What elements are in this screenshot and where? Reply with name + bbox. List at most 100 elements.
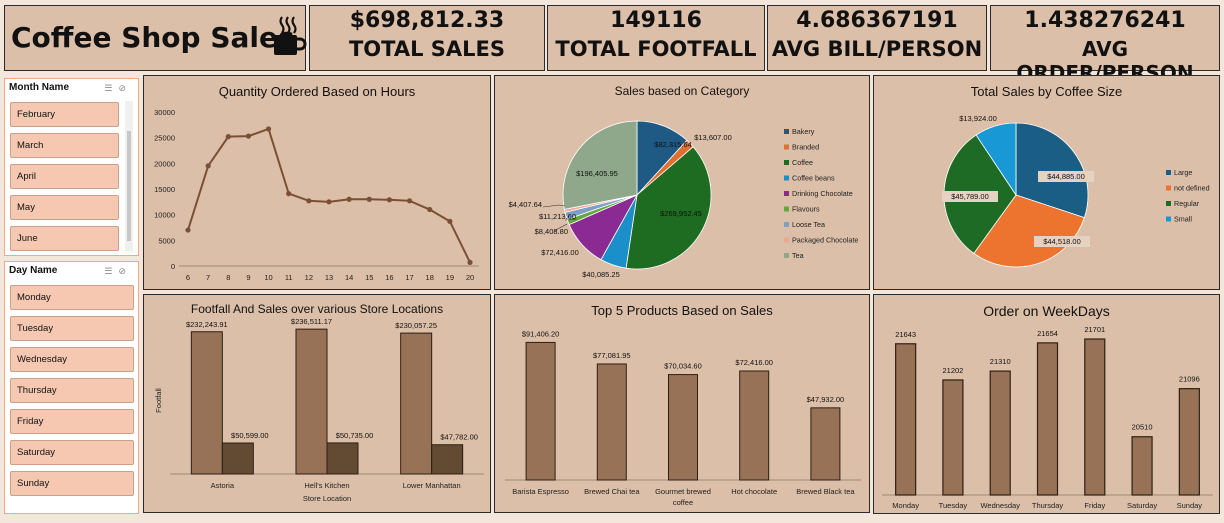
bar [326, 442, 359, 475]
legend-label: Tea [792, 251, 804, 260]
bar [190, 331, 223, 475]
leader-line [542, 204, 566, 208]
dashboard-title-box: Coffee Shop Sales [4, 5, 307, 71]
bar [942, 379, 964, 496]
x-tick-label: Monday [892, 501, 919, 510]
chart-title: Quantity Ordered Based on Hours [218, 84, 416, 99]
coffee-cup-icon [274, 16, 307, 55]
data-label: 21643 [895, 330, 916, 339]
data-label: $13,607.00 [694, 133, 732, 142]
data-point [205, 163, 211, 169]
slicer-item-monday[interactable]: Monday [10, 285, 134, 310]
x-tick-label: 7 [206, 273, 210, 282]
x-tick-label: Sunday [1177, 501, 1203, 510]
y-tick-label: 25000 [154, 134, 175, 143]
slicer-title: Month Name [9, 82, 69, 93]
x-tick-label: Hot chocolate [731, 487, 777, 496]
legend-label: Loose Tea [792, 220, 825, 229]
slicer-item-april[interactable]: April [10, 164, 119, 189]
x-tick-label: Brewed Black tea [796, 487, 855, 496]
bar [1131, 436, 1153, 496]
data-point [406, 198, 413, 204]
data-label: $45,789.00 [951, 192, 989, 201]
data-label: $82,315.64 [654, 140, 692, 149]
x-tick-label: Hell's Kitchen [304, 481, 349, 490]
legend-swatch [1166, 216, 1171, 222]
slicer-item-saturday[interactable]: Saturday [10, 440, 134, 465]
bar [989, 370, 1011, 496]
clear-filter-icon[interactable]: ⊘ [118, 83, 132, 93]
chart-title: Top 5 Products Based on Sales [591, 303, 773, 318]
multi-select-icon[interactable]: ☰ [104, 266, 119, 276]
data-label: 20510 [1132, 423, 1153, 432]
x-tick-label: Tuesday [939, 501, 968, 510]
multi-select-icon[interactable]: ☰ [104, 83, 119, 93]
scrollbar-thumb[interactable] [127, 131, 131, 241]
slicer-item-friday[interactable]: Friday [10, 409, 134, 434]
data-label: $13,924.00 [959, 114, 997, 123]
x-tick-label: 12 [305, 273, 313, 282]
data-point [447, 218, 453, 224]
data-label: 21310 [990, 357, 1011, 366]
data-label: $232,243.91 [186, 320, 228, 329]
slicer-item-sunday[interactable]: Sunday [10, 471, 134, 496]
data-label: $72,416.00 [735, 358, 773, 367]
slicer-item-tuesday[interactable]: Tuesday [10, 316, 134, 341]
bar [596, 363, 627, 481]
month-slicer: Month Name ☰⊘ February March April May J… [4, 78, 139, 256]
data-label: $91,406.20 [522, 329, 560, 338]
slicer-item-may[interactable]: May [10, 195, 119, 220]
y-tick-label: 5000 [158, 236, 175, 245]
data-label: $50,599.00 [231, 431, 269, 440]
products-chart-panel: Top 5 Products Based on Sales $91,406.20… [494, 294, 870, 513]
data-point [265, 126, 272, 132]
x-tick-label: 15 [365, 273, 373, 282]
data-label: $11,213.60 [539, 212, 576, 221]
legend-swatch [784, 253, 789, 258]
data-label: 21654 [1037, 329, 1058, 338]
slicer-scrollbar[interactable] [125, 101, 133, 251]
chart-title: Sales based on Category [614, 84, 750, 98]
y-tick-label: 10000 [154, 211, 175, 220]
y-tick-label: 20000 [154, 159, 175, 168]
legend-label: Packaged Chocolate [792, 236, 858, 245]
pie-slice [1015, 122, 1089, 219]
category-pie-chart: $82,315.64$13,607.00 $269,952.45 $40,085.2… [509, 120, 858, 279]
bar [668, 374, 698, 481]
legend-label: Coffee beans [792, 174, 835, 183]
kpi-value: 4.686367191 [796, 8, 958, 33]
data-point [225, 134, 231, 140]
data-label: $50,735.00 [336, 431, 374, 440]
data-label: 21202 [942, 366, 963, 375]
clear-filter-icon[interactable]: ⊘ [118, 266, 132, 276]
data-point [245, 133, 252, 139]
slicer-item-thursday[interactable]: Thursday [10, 378, 134, 403]
bar [739, 370, 770, 481]
legend-label: Coffee [792, 158, 813, 167]
data-point [185, 227, 191, 233]
bar [400, 332, 433, 475]
legend-swatch [1166, 170, 1171, 175]
legend-swatch [784, 222, 789, 227]
data-label: $44,885.00 [1047, 172, 1085, 181]
y-tick-label: 30000 [154, 108, 175, 117]
size-chart-panel: Total Sales by Coffee Size $44,885.00 $44… [873, 75, 1220, 290]
slicer-item-wednesday[interactable]: Wednesday [10, 347, 134, 372]
x-tick-label: Thursday [1032, 501, 1064, 510]
slicer-item-february[interactable]: February [10, 102, 119, 127]
weekdays-bar-chart: 21643 Monday 21202 Tuesday 21310 Wednesday 216… [882, 325, 1213, 510]
hours-line-chart: 0 5000 10000 15000 20000 25000 30000 6 7 8 9 10 11 12… [154, 108, 479, 282]
slicer-item-march[interactable]: March [10, 133, 119, 158]
data-point [386, 197, 393, 203]
data-label: $44,518.00 [1043, 237, 1081, 246]
hours-chart-panel: Quantity Ordered Based on Hours 0 5000 100… [143, 75, 491, 290]
data-label-bg [942, 191, 998, 202]
x-tick-label: 18 [426, 273, 434, 282]
slicer-item-june[interactable]: June [10, 226, 119, 251]
kpi-value: $698,812.33 [349, 8, 505, 33]
leader-line [564, 218, 578, 221]
legend-label: Flavours [792, 205, 820, 214]
x-tick-label: 20 [466, 273, 474, 282]
data-label: 21096 [1179, 375, 1200, 384]
x-tick-label: coffee [673, 498, 693, 507]
